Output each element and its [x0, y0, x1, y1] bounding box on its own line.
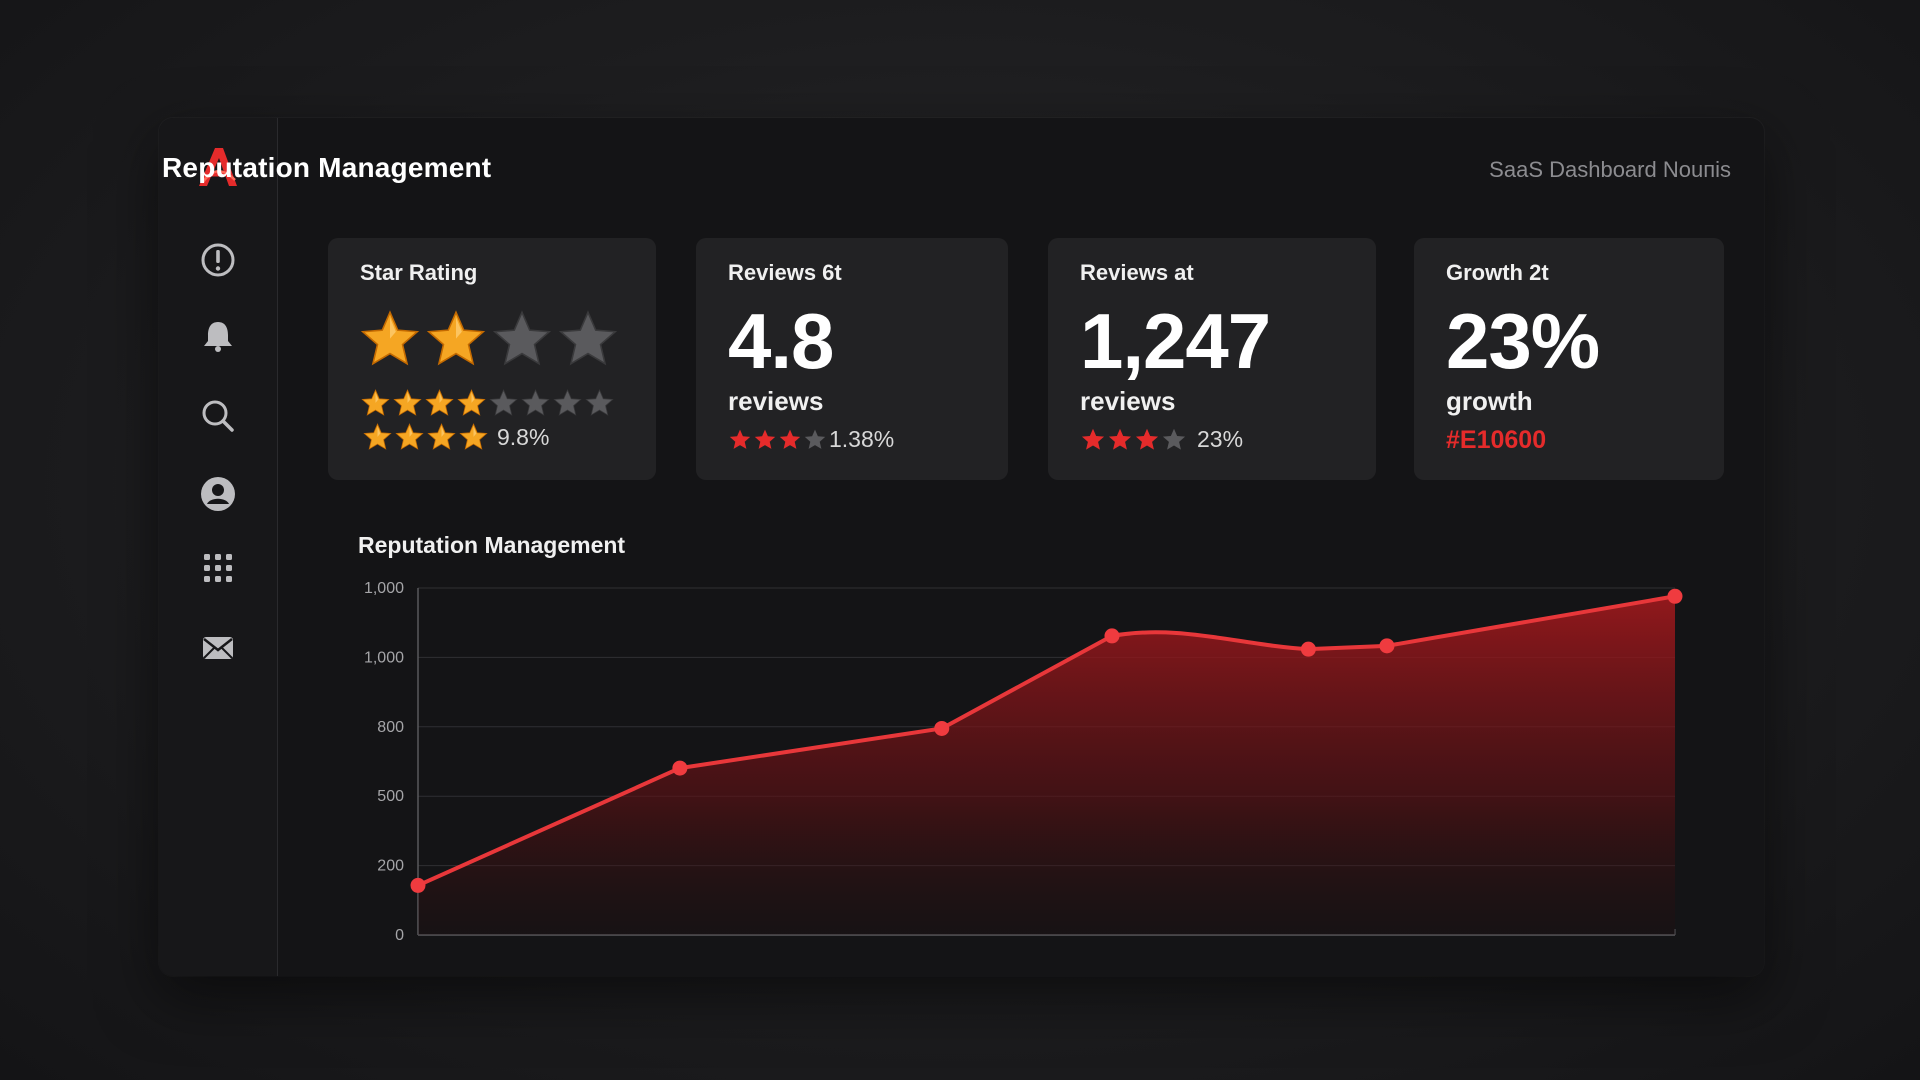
star-rating-card[interactable]: Star Rating 9.8% — [328, 238, 656, 480]
growth-card[interactable]: Growth 2t 23% growth #E10600 — [1414, 238, 1724, 480]
star-rating-foot: 9.8% — [362, 422, 549, 453]
x-tick-label: 28 — [1596, 948, 1614, 950]
brand-logo[interactable] — [193, 142, 243, 192]
card-foot: #E10600 — [1446, 426, 1546, 455]
y-tick-label: 500 — [377, 788, 404, 805]
reputation-area-chart[interactable]: 0 200 500 800 1,000 1,000 18 17 14 75 1.8 29 20 71 28 — [340, 570, 1700, 950]
data-point[interactable] — [1104, 628, 1120, 644]
star-empty-icon — [553, 389, 582, 416]
star-empty-icon — [585, 389, 614, 416]
star-filled-icon — [425, 389, 454, 416]
card-label: Reviews 6t — [728, 260, 842, 285]
card-foot-value: 23% — [1197, 426, 1244, 452]
area-fill — [418, 596, 1675, 935]
star-filled-icon — [729, 429, 751, 449]
star-empty-icon — [1162, 428, 1186, 450]
y-tick-label: 1,000 — [364, 580, 404, 597]
card-value: 1,247 — [1080, 297, 1271, 385]
reviews-score-card[interactable]: Reviews 6t 4.8 reviews 1.38% — [696, 238, 1008, 480]
chart-title: Reputation Management — [358, 532, 626, 558]
star-filled-icon — [426, 310, 486, 366]
card-label: Reviews at — [1080, 260, 1194, 285]
accent-color-code: #E10600 — [1446, 426, 1547, 454]
star-rating-row — [728, 428, 827, 452]
star-rating-row — [362, 422, 489, 453]
card-foot-value: 1.38% — [829, 426, 895, 452]
star-empty-icon — [804, 429, 826, 449]
grid-icon — [204, 554, 232, 582]
star-filled-icon — [779, 429, 801, 449]
star-filled-icon — [459, 423, 488, 450]
star-empty-icon — [492, 310, 552, 366]
dashboard-subtitle: SaaS Dashboard Nouпis — [1489, 157, 1731, 182]
sidebar-item-messages[interactable] — [196, 626, 240, 670]
y-tick-label: 1,000 — [364, 649, 404, 666]
star-rating-large — [358, 308, 620, 372]
data-point[interactable] — [1300, 641, 1316, 657]
x-tick-label: 1.8 — [1068, 948, 1090, 950]
star-filled-icon — [1108, 428, 1132, 450]
data-point[interactable] — [410, 877, 426, 893]
star-filled-icon — [361, 389, 390, 416]
sidebar-item-alerts[interactable] — [196, 238, 240, 282]
data-point[interactable] — [934, 720, 950, 736]
star-filled-icon — [395, 423, 424, 450]
y-tick-label: 800 — [377, 719, 404, 736]
star-empty-icon — [558, 310, 618, 366]
star-empty-icon — [489, 389, 518, 416]
star-filled-icon — [457, 389, 486, 416]
card-value: 4.8 — [728, 297, 834, 385]
x-tick-label: 17 — [676, 948, 694, 950]
star-filled-icon — [363, 423, 392, 450]
star-filled-icon — [1135, 428, 1159, 450]
x-tick-label: 75 — [939, 948, 957, 950]
star-filled-icon — [427, 423, 456, 450]
card-sub: growth — [1446, 386, 1533, 416]
sidebar-item-search[interactable] — [196, 394, 240, 438]
x-tick-label: 71 — [1465, 948, 1483, 950]
star-filled-icon — [1081, 428, 1105, 450]
bell-icon — [204, 322, 232, 352]
sidebar — [159, 118, 278, 976]
star-filled-icon — [360, 310, 420, 366]
star-filled-icon — [754, 429, 776, 449]
user-icon — [201, 477, 235, 511]
data-point[interactable] — [1667, 588, 1683, 604]
mail-icon — [203, 637, 233, 659]
search-icon — [202, 400, 234, 432]
card-sub: reviews — [1080, 386, 1176, 416]
data-point[interactable] — [1379, 638, 1395, 654]
x-tick-label: 29 — [1202, 948, 1220, 950]
card-label: Growth 2t — [1446, 260, 1549, 285]
card-foot: 23% — [1080, 426, 1243, 453]
y-tick-label: 0 — [395, 927, 404, 944]
page-title: Reputation Management — [162, 152, 492, 183]
star-rating-row — [1080, 427, 1187, 453]
x-tick-label: 14 — [808, 948, 826, 950]
sidebar-item-notifications[interactable] — [196, 314, 240, 358]
data-point[interactable] — [672, 760, 688, 776]
sidebar-item-profile[interactable] — [196, 472, 240, 516]
card-label: Star Rating — [360, 260, 478, 285]
sidebar-item-apps[interactable] — [196, 546, 240, 590]
reviews-count-card[interactable]: Reviews at 1,247 reviews 23% — [1048, 238, 1376, 480]
y-tick-label: 200 — [377, 858, 404, 875]
star-filled-icon — [393, 389, 422, 416]
card-foot: 1.38% — [728, 426, 894, 453]
x-tick-label: 20 — [1333, 948, 1351, 950]
star-empty-icon — [521, 389, 550, 416]
star-rating-percent: 9.8% — [497, 424, 550, 450]
star-rating-row — [360, 388, 615, 419]
x-tick-label: 18 — [545, 948, 563, 950]
card-value: 23% — [1446, 297, 1600, 385]
alert-icon — [201, 243, 235, 277]
card-sub: reviews — [728, 386, 824, 416]
